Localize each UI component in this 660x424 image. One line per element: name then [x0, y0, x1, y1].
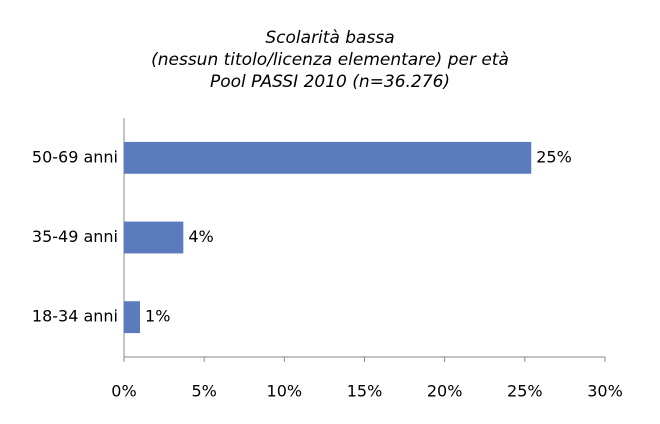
bar	[124, 141, 532, 174]
x-tick-label: 20%	[427, 382, 463, 401]
y-tick-label: 18-34 anni	[32, 307, 118, 326]
x-tick-label: 0%	[111, 382, 136, 401]
y-tick-label: 50-69 anni	[32, 147, 118, 166]
data-label: 4%	[188, 227, 213, 246]
y-tick-label: 35-49 anni	[32, 227, 118, 246]
x-tick-label: 30%	[587, 382, 623, 401]
x-tick-label: 5%	[191, 382, 216, 401]
x-tick-label: 15%	[347, 382, 383, 401]
chart-title: (nessun titolo/licenza elementare) per e…	[151, 50, 509, 70]
x-tick-label: 25%	[507, 382, 543, 401]
bar	[124, 221, 184, 254]
data-label: 25%	[536, 147, 572, 166]
data-label: 1%	[145, 307, 170, 326]
bar	[124, 301, 141, 334]
chart-title: Pool PASSI 2010 (n=36.276)	[210, 72, 450, 92]
chart-title: Scolarità bassa	[265, 28, 394, 48]
x-tick-label: 10%	[267, 382, 303, 401]
